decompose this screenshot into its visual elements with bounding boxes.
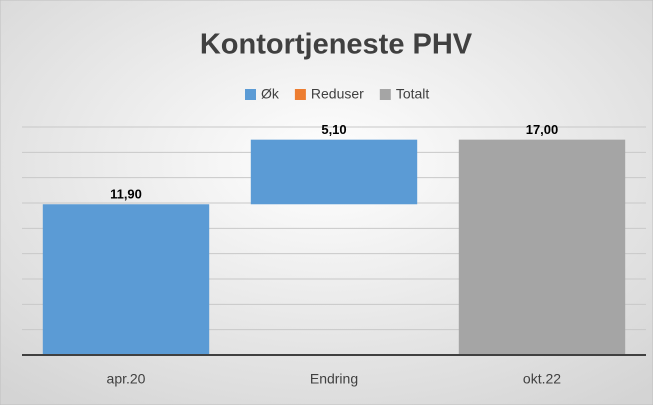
legend-swatch [379, 89, 391, 100]
legend-label: Totalt [396, 86, 430, 102]
data-label: 11,90 [110, 187, 142, 202]
bar [458, 139, 626, 355]
legend-label: Reduser [311, 86, 364, 102]
bar [250, 139, 418, 205]
x-tick-label: okt.22 [523, 371, 561, 387]
x-tick-label: Endring [310, 371, 358, 387]
chart-title: Kontortjeneste PHV [200, 29, 473, 61]
data-label: 17,00 [526, 122, 559, 137]
legend-swatch [245, 89, 256, 100]
data-label: 5,10 [321, 122, 346, 137]
bar [42, 204, 210, 355]
x-tick-label: apr.20 [107, 371, 146, 387]
legend-label: Øk [261, 86, 280, 102]
legend-swatch [294, 89, 306, 100]
